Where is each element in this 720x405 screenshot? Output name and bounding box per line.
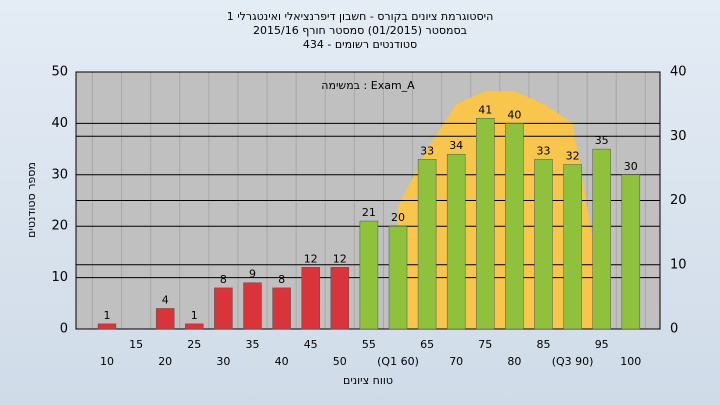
x-tick-label: 45 (304, 338, 318, 351)
y-axis-label: מספר סטודנטים (25, 162, 38, 238)
y-tick-label: 30 (51, 167, 68, 182)
x-axis-label: טווח ציונים (343, 374, 393, 387)
value-label: 12 (333, 252, 347, 265)
y2-tick-label: 40 (670, 65, 687, 80)
bar (621, 174, 641, 330)
title-line: סטודנטים רשומים - 434 (303, 38, 417, 51)
bar (185, 323, 204, 330)
value-label: 33 (537, 144, 551, 157)
value-label: 8 (278, 273, 285, 286)
value-label: 1 (104, 309, 111, 322)
x-tick-label: 20 (158, 355, 172, 368)
bar (359, 220, 379, 330)
bar (330, 267, 350, 330)
x-tick-label: (Q1 60) (377, 355, 419, 368)
y-tick-label: 10 (51, 270, 68, 285)
y2-tick-label: 10 (670, 257, 687, 272)
x-tick-label: 70 (449, 355, 463, 368)
x-tick-label: 15 (129, 338, 143, 351)
bar (97, 323, 117, 330)
bar (214, 287, 233, 330)
bar (272, 287, 291, 330)
value-label: 8 (220, 273, 227, 286)
x-tick-label: 30 (216, 355, 230, 368)
value-label: 34 (449, 139, 463, 152)
x-tick-label: 25 (187, 338, 201, 351)
bar (592, 148, 611, 330)
bar (505, 123, 524, 330)
x-tick-label: 80 (507, 355, 521, 368)
y2-tick-label: 0 (670, 322, 678, 337)
value-label: 9 (249, 268, 256, 281)
value-label: 33 (420, 144, 434, 157)
value-label: 35 (595, 134, 609, 147)
bar (388, 225, 408, 330)
value-label: 32 (566, 150, 580, 163)
y-tick-label: 20 (51, 219, 68, 234)
bar (417, 159, 437, 330)
y-tick-label: 0 (60, 322, 68, 337)
y2-tick-label: 20 (670, 193, 687, 208)
value-label: 4 (162, 293, 169, 306)
bar (155, 308, 175, 330)
x-tick-label: 50 (333, 355, 347, 368)
title-line: בסמסטר (01/2015) סמסטר חורף 2015/16 (253, 24, 467, 37)
title-line: היסטוגרמת ציונים בקורס - חשבון דיפרנציאל… (227, 10, 494, 23)
value-label: 12 (304, 252, 318, 265)
annotation: במשימה : Exam_A (321, 79, 415, 92)
y2-tick-label: 30 (670, 129, 687, 144)
value-label: 1 (191, 309, 198, 322)
x-tick-label: 10 (100, 355, 114, 368)
bar (243, 282, 262, 330)
bar (301, 267, 320, 330)
value-label: 40 (507, 108, 521, 121)
value-label: 21 (362, 206, 376, 219)
bar (534, 159, 553, 330)
y-tick-label: 40 (51, 116, 68, 131)
bar (446, 153, 466, 330)
x-tick-label: 55 (362, 338, 376, 351)
x-tick-label: 40 (275, 355, 289, 368)
x-tick-label: 35 (246, 338, 260, 351)
x-tick-label: 65 (420, 338, 434, 351)
value-label: 41 (478, 103, 492, 116)
x-tick-label: 100 (620, 355, 641, 368)
x-tick-label: 75 (478, 338, 492, 351)
x-tick-label: (Q3 90) (552, 355, 594, 368)
value-label: 30 (624, 160, 638, 173)
bar (476, 118, 495, 330)
x-tick-label: 95 (595, 338, 609, 351)
value-label: 20 (391, 211, 405, 224)
bar (563, 164, 582, 330)
x-tick-label: 85 (537, 338, 551, 351)
y-tick-label: 50 (51, 65, 68, 80)
